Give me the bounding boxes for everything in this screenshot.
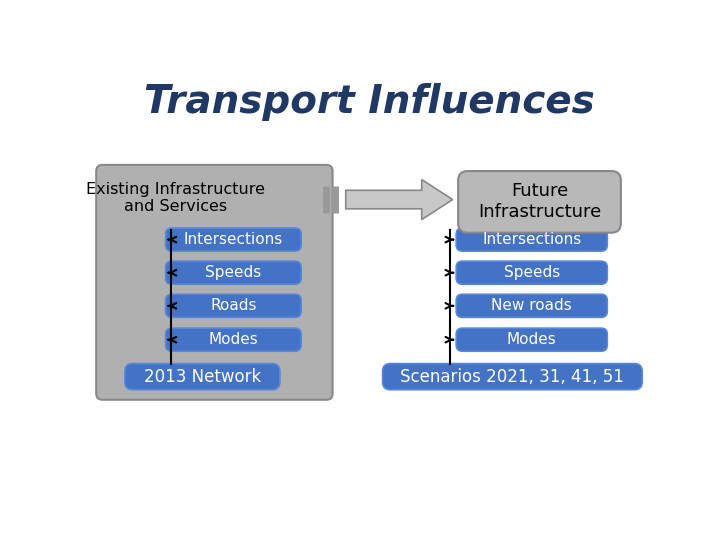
FancyBboxPatch shape <box>382 363 642 390</box>
Text: Existing Infrastructure
and Services: Existing Infrastructure and Services <box>86 182 265 214</box>
FancyBboxPatch shape <box>456 328 607 351</box>
Text: Intersections: Intersections <box>482 232 581 247</box>
FancyBboxPatch shape <box>458 171 621 233</box>
Text: Modes: Modes <box>209 332 258 347</box>
FancyBboxPatch shape <box>166 228 301 251</box>
Text: Scenarios 2021, 31, 41, 51: Scenarios 2021, 31, 41, 51 <box>400 368 624 386</box>
FancyBboxPatch shape <box>456 228 607 251</box>
Text: New roads: New roads <box>491 298 572 313</box>
Text: Future
Infrastructure: Future Infrastructure <box>478 183 601 221</box>
FancyBboxPatch shape <box>125 363 280 390</box>
Text: Speeds: Speeds <box>503 265 560 280</box>
Text: Modes: Modes <box>507 332 557 347</box>
FancyBboxPatch shape <box>96 165 333 400</box>
FancyArrow shape <box>346 179 453 220</box>
FancyBboxPatch shape <box>456 294 607 318</box>
FancyBboxPatch shape <box>166 328 301 351</box>
Text: Roads: Roads <box>210 298 256 313</box>
Text: 2013 Network: 2013 Network <box>144 368 261 386</box>
FancyBboxPatch shape <box>456 261 607 284</box>
FancyBboxPatch shape <box>166 294 301 318</box>
Text: Transport Influences: Transport Influences <box>143 83 595 121</box>
FancyBboxPatch shape <box>166 261 301 284</box>
Text: Intersections: Intersections <box>184 232 283 247</box>
Text: Speeds: Speeds <box>205 265 261 280</box>
